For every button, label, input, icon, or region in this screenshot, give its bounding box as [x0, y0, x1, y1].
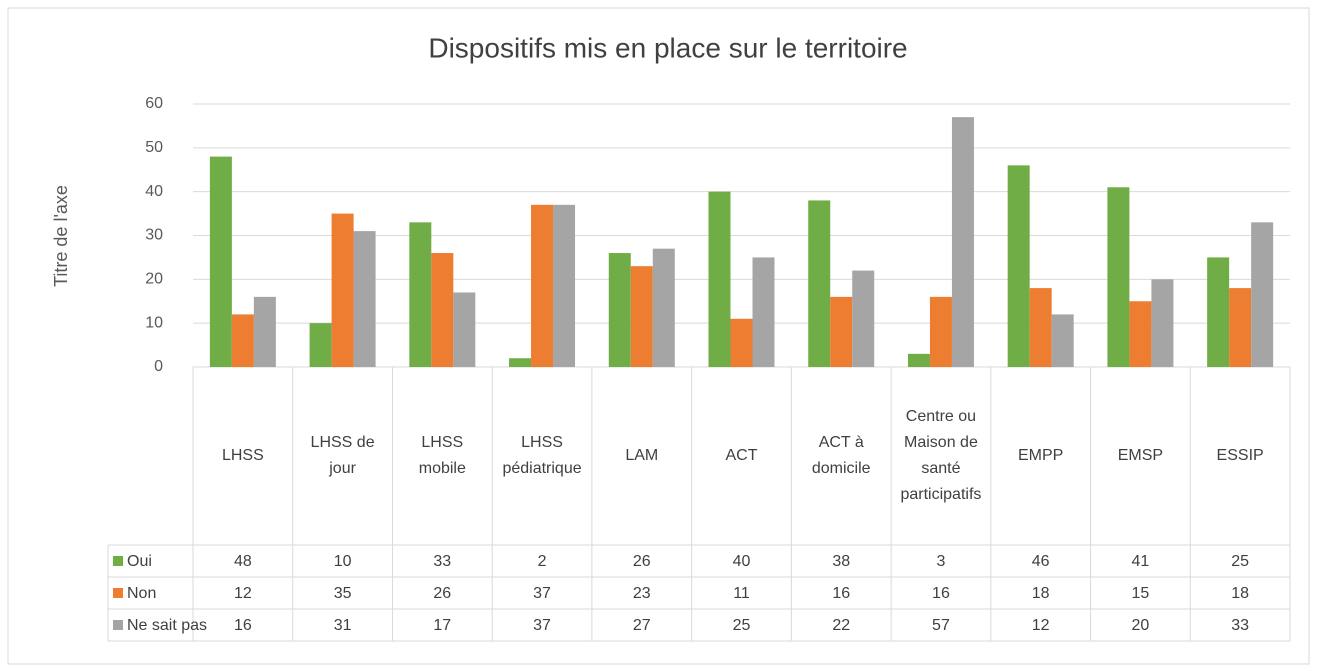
bar: [353, 231, 376, 367]
table-value: 16: [832, 585, 850, 602]
bar: [1207, 257, 1230, 367]
bar: [652, 248, 675, 367]
table-value: 40: [733, 553, 751, 570]
bar: [1129, 301, 1152, 367]
table-value: 16: [234, 617, 252, 634]
table-value: 33: [433, 553, 451, 570]
category-label: ESSIP: [1216, 447, 1264, 464]
chart-title: Dispositifs mis en place sur le territoi…: [428, 32, 907, 63]
bar: [531, 204, 554, 367]
legend-label: Ne sait pas: [127, 617, 207, 634]
table-value: 57: [932, 617, 950, 634]
bar: [830, 296, 853, 367]
legend-key: [113, 620, 123, 630]
bar: [431, 253, 454, 367]
y-tick-label: 40: [145, 183, 163, 200]
table-value: 3: [937, 553, 946, 570]
bar: [608, 253, 631, 367]
table-value: 48: [234, 553, 252, 570]
category-label: ACT: [725, 447, 758, 464]
table-value: 38: [832, 553, 850, 570]
y-tick-label: 30: [145, 227, 163, 244]
category-label: LHSS de jour: [310, 434, 375, 477]
table-value: 12: [234, 585, 252, 602]
table-value: 26: [633, 553, 651, 570]
table-value: 25: [1231, 553, 1249, 570]
table-value: 12: [1032, 617, 1050, 634]
bar: [708, 191, 731, 367]
table-value: 23: [633, 585, 651, 602]
bar: [907, 353, 930, 367]
table-value: 37: [533, 617, 551, 634]
y-tick-label: 60: [145, 95, 163, 112]
bar: [752, 257, 775, 367]
bar: [331, 213, 354, 367]
category-label: EMSP: [1117, 447, 1164, 464]
table-value: 37: [533, 585, 551, 602]
table-value: 2: [538, 553, 547, 570]
bar: [929, 296, 952, 367]
bar: [209, 156, 232, 367]
table-value: 27: [633, 617, 651, 634]
table-value: 18: [1032, 585, 1050, 602]
bar: [553, 204, 576, 367]
bar: [1107, 187, 1130, 367]
bar: [630, 266, 653, 367]
bar: [409, 222, 432, 367]
bar: [808, 200, 831, 367]
category-label: LHSS mobile: [418, 434, 466, 477]
category-label: Centre ou Maison de santé participatifs: [900, 408, 982, 503]
table-value: 15: [1132, 585, 1150, 602]
bar: [231, 314, 254, 367]
y-tick-label: 10: [145, 314, 163, 331]
bar: [309, 323, 332, 367]
bar: [1051, 314, 1074, 367]
bar: [1151, 279, 1174, 367]
bar: [1029, 288, 1052, 367]
bar: [1251, 222, 1274, 367]
table-value: 20: [1132, 617, 1150, 634]
table-value: 46: [1032, 553, 1050, 570]
table-value: 41: [1132, 553, 1150, 570]
table-value: 35: [334, 585, 352, 602]
table-value: 18: [1231, 585, 1249, 602]
y-axis-title: Titre de l'axe: [51, 185, 71, 287]
category-label: LHSS pédiatrique: [502, 434, 582, 477]
table-value: 11: [733, 585, 750, 602]
y-tick-label: 0: [154, 358, 163, 375]
legend-label: Non: [127, 585, 156, 602]
bar: [730, 318, 753, 367]
table-value: 10: [334, 553, 352, 570]
table-value: 31: [334, 617, 352, 634]
legend-label: Oui: [127, 553, 152, 570]
bar: [852, 270, 875, 367]
category-label: ACT à domicile: [811, 434, 871, 477]
y-tick-label: 20: [145, 271, 163, 288]
category-label: LHSS: [221, 447, 264, 464]
category-label: LAM: [625, 447, 659, 464]
table-value: 17: [433, 617, 451, 634]
legend-key: [113, 588, 123, 598]
bar: [951, 117, 974, 368]
table-value: 25: [733, 617, 751, 634]
category-label: EMPP: [1018, 447, 1064, 464]
bar: [253, 296, 276, 367]
y-tick-label: 50: [145, 139, 163, 156]
table-value: 22: [832, 617, 850, 634]
legend-key: [113, 556, 123, 566]
table-value: 16: [932, 585, 950, 602]
bar: [1007, 165, 1030, 367]
bar: [1229, 288, 1252, 367]
bar: [453, 292, 476, 367]
table-value: 33: [1231, 617, 1249, 634]
bar: [509, 358, 532, 367]
table-value: 26: [433, 585, 451, 602]
